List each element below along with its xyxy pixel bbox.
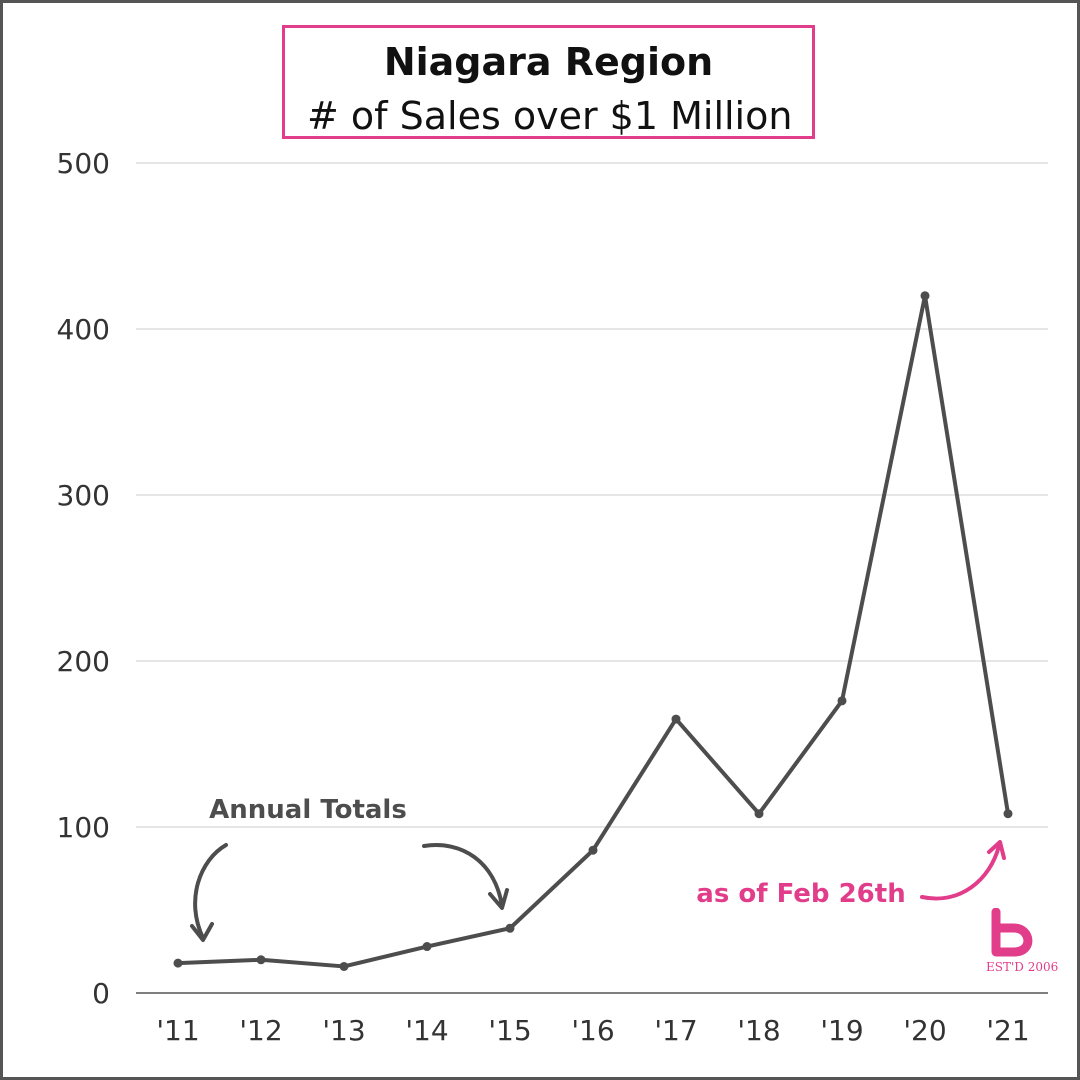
gridlines xyxy=(136,162,1048,994)
annotation-arrowhead-right xyxy=(488,888,509,910)
x-tick-label: '19 xyxy=(820,1014,863,1047)
x-tick-label: '14 xyxy=(405,1014,448,1047)
x-tick-label: '21 xyxy=(986,1014,1029,1047)
x-tick-label: '11 xyxy=(156,1014,199,1047)
data-point xyxy=(920,291,930,301)
chart-title: Niagara Region xyxy=(383,40,714,84)
data-point xyxy=(754,809,764,819)
brand-logo-text: EST'D 2006 xyxy=(986,960,1059,974)
data-point xyxy=(837,696,847,706)
x-tick-label: '16 xyxy=(571,1014,614,1047)
data-point xyxy=(339,961,349,971)
annotation-as-of: as of Feb 26th xyxy=(696,879,905,909)
data-point xyxy=(256,955,266,965)
x-tick-label: '20 xyxy=(903,1014,946,1047)
x-tick-label: '13 xyxy=(322,1014,365,1047)
data-point xyxy=(505,923,515,933)
data-points xyxy=(173,291,1013,971)
data-point xyxy=(671,714,681,724)
x-axis-labels: '11 '12 '13 '14 '15 '16 '17 '18 '19 '20 '21 xyxy=(156,1014,1029,1047)
x-tick-label: '18 xyxy=(737,1014,780,1047)
data-point xyxy=(1003,809,1013,819)
y-tick-label: 300 xyxy=(57,479,110,512)
y-tick-label: 500 xyxy=(57,147,110,180)
brand-logo-icon xyxy=(991,908,1033,957)
data-point xyxy=(173,958,183,968)
title-box: Niagara Region # of Sales over $1 Millio… xyxy=(282,25,815,139)
chart-subtitle: # of Sales over $1 Million xyxy=(307,94,793,138)
y-tick-label: 100 xyxy=(57,811,110,844)
annotation-arrow-right xyxy=(422,843,504,908)
annotation-arrowhead-pink xyxy=(987,840,1006,860)
annotation-annual-totals: Annual Totals xyxy=(209,795,407,825)
data-point xyxy=(588,845,598,855)
series-line xyxy=(177,293,1010,969)
y-axis-labels: 0 100 200 300 400 500 xyxy=(57,147,110,1010)
x-tick-label: '12 xyxy=(239,1014,282,1047)
y-tick-label: 400 xyxy=(57,313,110,346)
y-tick-label: 200 xyxy=(57,645,110,678)
y-tick-label: 0 xyxy=(92,977,110,1010)
annotation-arrowhead-left xyxy=(190,922,214,942)
x-tick-label: '15 xyxy=(488,1014,531,1047)
x-tick-label: '17 xyxy=(654,1014,697,1047)
annotation-arrow-left xyxy=(193,843,228,940)
data-point xyxy=(422,942,432,952)
annotation-arrow-pink xyxy=(920,844,1001,901)
